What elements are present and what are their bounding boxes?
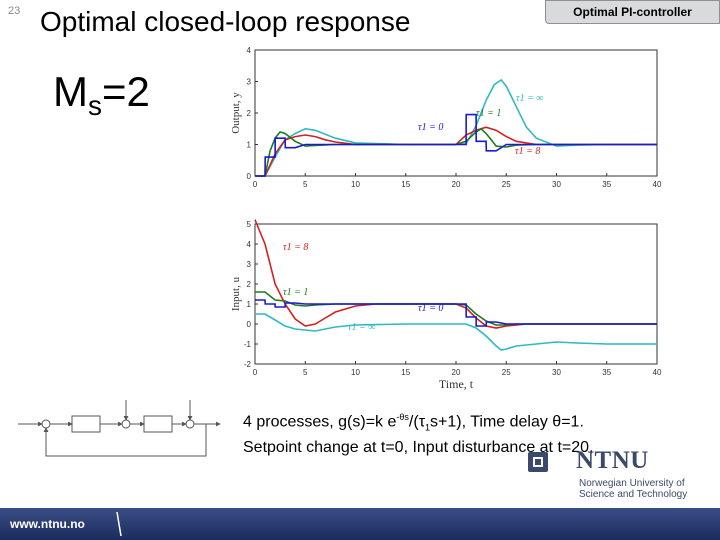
- desc-1-sup: -θs: [396, 412, 409, 422]
- x-tick-label: 20: [452, 180, 461, 189]
- x-axis-label: Time, t: [439, 377, 474, 390]
- x-tick-label: 10: [351, 368, 360, 377]
- x-tick-label: 40: [653, 180, 662, 189]
- x-tick-label: 25: [502, 180, 511, 189]
- x-tick-label: 5: [303, 368, 308, 377]
- process-block: [143, 415, 173, 433]
- desc-1-sub: 1: [425, 422, 431, 433]
- block-diagram: [18, 400, 221, 457]
- curve-annotation: τ1 = 1: [283, 287, 308, 298]
- y-tick-label: 1: [247, 141, 252, 150]
- description-line-2: Setpoint change at t=0, Input disturbanc…: [243, 438, 594, 456]
- footer-slash-icon: [116, 511, 122, 537]
- x-tick-label: 15: [401, 368, 410, 377]
- curve-annotation: τ1 = ∞: [348, 322, 375, 333]
- slide-title: Optimal closed-loop response: [40, 6, 411, 37]
- y-tick-label: 0: [247, 172, 252, 181]
- x-tick-label: 20: [452, 368, 461, 377]
- x-tick-label: 35: [602, 180, 611, 189]
- logo-line-2: Science and Technology: [579, 489, 688, 500]
- sum-junction-3: [185, 419, 195, 429]
- input-plot: 0 5 10 15 20 25 30 35 40 -2 -1 0 1 2 3 4 5 Input, u Time, …: [230, 219, 662, 390]
- section-badge: Optimal PI-controller: [545, 0, 720, 24]
- series-line: [255, 313, 657, 351]
- series-line: [255, 113, 657, 177]
- x-tick-label: 10: [351, 180, 360, 189]
- y-tick-label: 0: [247, 320, 252, 329]
- y-axis-label: Input, u: [230, 276, 242, 311]
- curve-annotation: τ1 = ∞: [516, 93, 543, 104]
- y-tick-label: -2: [244, 360, 252, 369]
- y-tick-label: -1: [244, 340, 252, 349]
- y-tick-label: 5: [247, 220, 252, 229]
- curve-annotation: τ1 = 8: [515, 146, 540, 157]
- curve-annotation: τ1 = 1: [476, 108, 501, 119]
- description-line-1: 4 processes, g(s)=k e-θs/(τ1s+1), Time d…: [243, 407, 593, 438]
- logo-subtitle: Norwegian University of Science and Tech…: [579, 478, 687, 500]
- y-tick-label: 2: [247, 280, 252, 289]
- x-tick-label: 30: [552, 368, 561, 377]
- x-tick-label: 0: [253, 180, 258, 189]
- y-tick-label: 1: [247, 300, 252, 309]
- series-line: [255, 78, 657, 177]
- y-tick-label: 3: [247, 78, 252, 87]
- curve-annotation: τ1 = 8: [283, 242, 308, 253]
- desc-1b: /(τ: [408, 413, 426, 431]
- desc-1a: 4 processes, g(s)=k e: [243, 413, 397, 431]
- footer-bar: www.ntnu.no: [0, 508, 720, 540]
- y-tick-label: 4: [247, 240, 252, 249]
- y-tick-label: 3: [247, 260, 252, 269]
- x-tick-label: 15: [401, 180, 410, 189]
- description: 4 processes, g(s)=k e-θs/(τ1s+1), Time d…: [243, 407, 593, 458]
- curve-annotation: τ1 = 0: [418, 303, 443, 314]
- x-tick-label: 40: [653, 368, 662, 377]
- ms-sub: s: [88, 90, 102, 121]
- y-axis-label: Output, y: [230, 92, 242, 134]
- sum-junction-1: [41, 419, 51, 429]
- ms-base: M: [53, 68, 88, 115]
- series-line: [255, 299, 657, 327]
- desc-1c: s+1), Time delay θ=1.: [430, 413, 584, 431]
- x-tick-label: 30: [552, 180, 561, 189]
- output-plot: 0 5 10 15 20 25 30 35 40 0 1 2 3 4 Output, y τ1 = 0 τ1 =…: [230, 46, 662, 189]
- y-tick-label: 4: [247, 46, 252, 55]
- logo-line-1: Norwegian University of: [579, 478, 685, 489]
- ms-value: =2: [102, 68, 150, 115]
- slide-number: 23: [8, 5, 21, 17]
- x-tick-label: 35: [602, 368, 611, 377]
- sum-junction-2: [121, 419, 131, 429]
- y-tick-label: 2: [247, 109, 252, 118]
- plot-frame: [254, 49, 658, 177]
- controller-block: [71, 415, 101, 433]
- curve-annotation: τ1 = 0: [418, 122, 443, 133]
- x-tick-label: 25: [502, 368, 511, 377]
- ntnu-logo-icon: [528, 452, 548, 472]
- ms-label: Ms=2: [53, 68, 150, 122]
- plot-frame: [254, 223, 658, 365]
- logo-name: NTNU: [576, 447, 649, 474]
- footer-url[interactable]: www.ntnu.no: [10, 517, 85, 531]
- x-tick-label: 5: [303, 180, 308, 189]
- series-line: [254, 219, 657, 329]
- x-tick-label: 0: [253, 368, 258, 377]
